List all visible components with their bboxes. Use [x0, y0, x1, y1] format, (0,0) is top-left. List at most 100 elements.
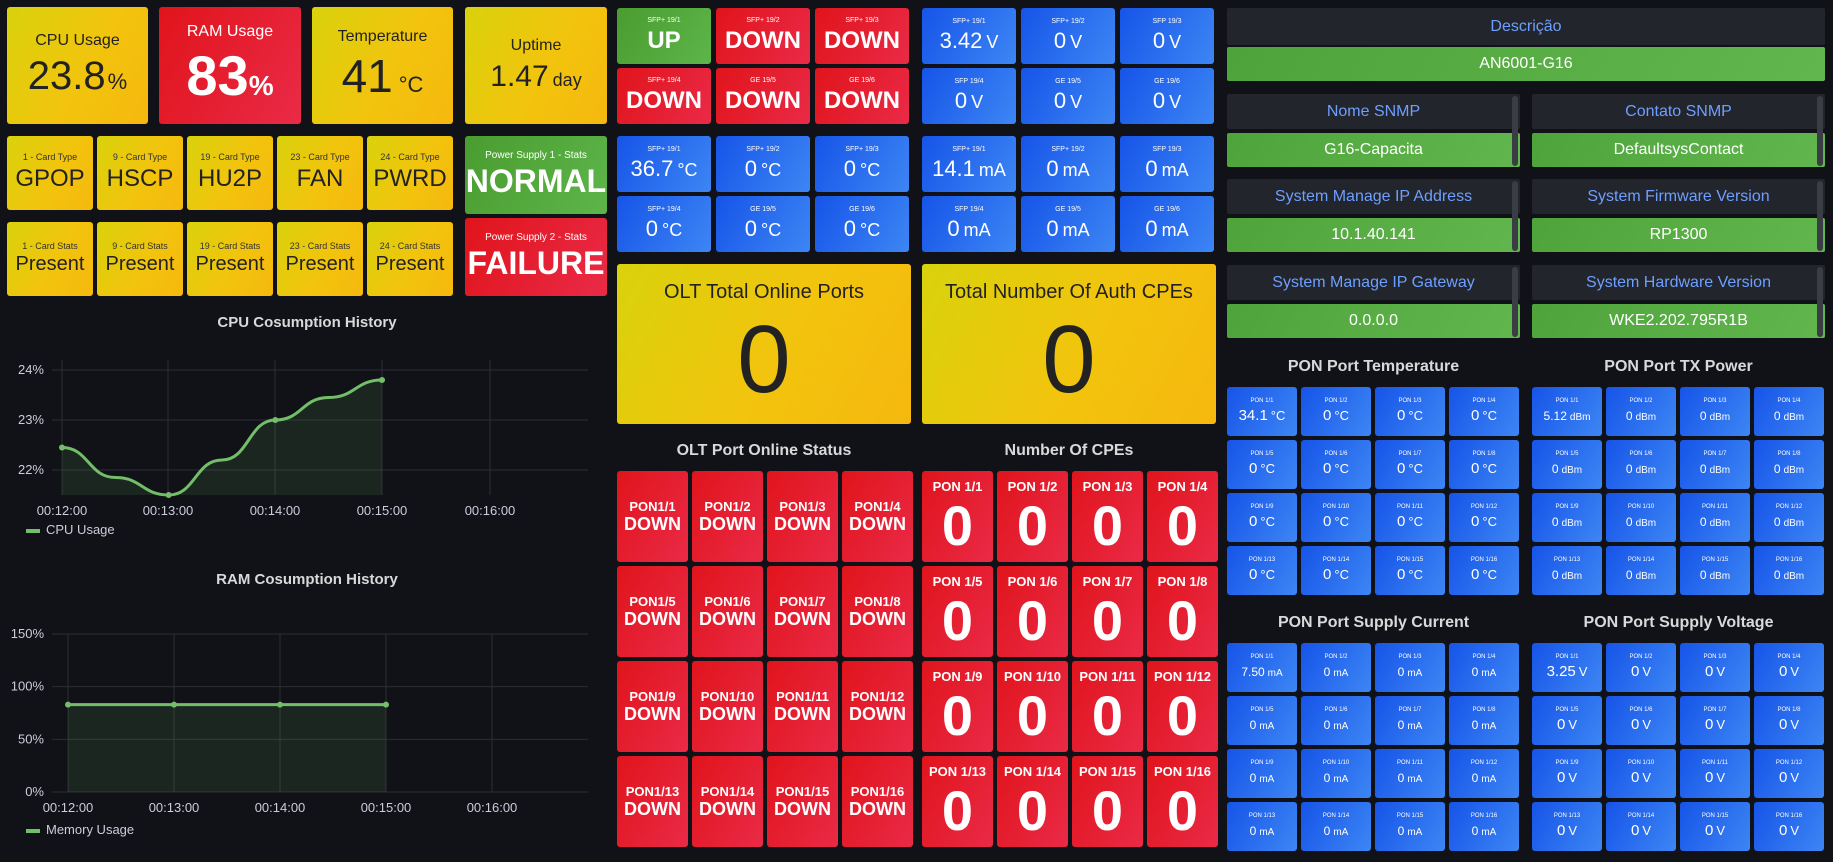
olt-port-status-tile[interactable]: PON1/8 DOWN	[842, 566, 913, 657]
pon-voltage-tile[interactable]: PON 1/11 0 V	[1680, 749, 1750, 798]
sfp-voltage-panel[interactable]: SFP+ 19/1 3.42 V	[922, 8, 1016, 64]
pon-voltage-tile[interactable]: PON 1/13 0 V	[1532, 802, 1602, 851]
pon-voltage-tile[interactable]: PON 1/2 0 V	[1606, 643, 1676, 692]
sfp-temp-panel[interactable]: SFP+ 19/2 0 °C	[716, 136, 810, 192]
power-supply-2-panel[interactable]: Power Supply 2 - Stats FAILURE	[465, 218, 607, 296]
legend-label[interactable]: Memory Usage	[46, 822, 134, 837]
olt-port-status-tile[interactable]: PON1/9 DOWN	[617, 661, 688, 752]
pon-temp-tile[interactable]: PON 1/12 0 °C	[1449, 493, 1519, 542]
cpe-count-tile[interactable]: PON 1/5 0	[922, 566, 993, 657]
pon-current-tile[interactable]: PON 1/1 7.50 mA	[1227, 643, 1297, 692]
sfp-status-panel[interactable]: SFP+ 19/1 UP	[617, 8, 711, 64]
data-point[interactable]	[383, 701, 389, 708]
pon-current-tile[interactable]: PON 1/11 0 mA	[1375, 749, 1445, 798]
pon-current-tile[interactable]: PON 1/15 0 mA	[1375, 802, 1445, 851]
cpe-count-tile[interactable]: PON 1/15 0	[1072, 756, 1143, 847]
card-stats-panel[interactable]: 19 - Card Stats Present	[187, 222, 273, 296]
snmp-contact-scrollbar[interactable]	[1817, 96, 1823, 166]
pon-temp-tile[interactable]: PON 1/1 34.1 °C	[1227, 387, 1297, 436]
sfp-temp-panel[interactable]: GE 19/6 0 °C	[815, 196, 909, 252]
pon-current-tile[interactable]: PON 1/6 0 mA	[1301, 696, 1371, 745]
olt-port-status-tile[interactable]: PON1/6 DOWN	[692, 566, 763, 657]
pon-current-tile[interactable]: PON 1/8 0 mA	[1449, 696, 1519, 745]
olt-port-status-tile[interactable]: PON1/16 DOWN	[842, 756, 913, 847]
pon-current-tile[interactable]: PON 1/2 0 mA	[1301, 643, 1371, 692]
pon-current-tile[interactable]: PON 1/14 0 mA	[1301, 802, 1371, 851]
pon-tx-tile[interactable]: PON 1/13 0 dBm	[1532, 546, 1602, 595]
legend-label[interactable]: CPU Usage	[46, 522, 115, 537]
sfp-current-panel[interactable]: SFP 19/4 0 mA	[922, 196, 1016, 252]
data-point[interactable]	[59, 444, 65, 451]
pon-tx-tile[interactable]: PON 1/12 0 dBm	[1754, 493, 1824, 542]
sfp-current-panel[interactable]: GE 19/6 0 mA	[1120, 196, 1214, 252]
cpe-count-tile[interactable]: PON 1/6 0	[997, 566, 1068, 657]
pon-voltage-tile[interactable]: PON 1/16 0 V	[1754, 802, 1824, 851]
pon-current-tile[interactable]: PON 1/5 0 mA	[1227, 696, 1297, 745]
card-stats-panel[interactable]: 24 - Card Stats Present	[367, 222, 453, 296]
pon-tx-tile[interactable]: PON 1/2 0 dBm	[1606, 387, 1676, 436]
sfp-status-panel[interactable]: SFP+ 19/2 DOWN	[716, 8, 810, 64]
snmp-name-scrollbar[interactable]	[1512, 96, 1518, 166]
pon-voltage-tile[interactable]: PON 1/9 0 V	[1532, 749, 1602, 798]
pon-temp-tile[interactable]: PON 1/5 0 °C	[1227, 440, 1297, 489]
pon-voltage-tile[interactable]: PON 1/7 0 V	[1680, 696, 1750, 745]
pon-voltage-tile[interactable]: PON 1/3 0 V	[1680, 643, 1750, 692]
cpu-chart[interactable]: 22% 23% 24% 00:12:00 00:13:00 00:14:00 00:15:0…	[0, 340, 610, 550]
pon-temp-tile[interactable]: PON 1/14 0 °C	[1301, 546, 1371, 595]
pon-voltage-tile[interactable]: PON 1/4 0 V	[1754, 643, 1824, 692]
sfp-current-panel[interactable]: SFP+ 19/2 0 mA	[1021, 136, 1115, 192]
cpe-count-tile[interactable]: PON 1/1 0	[922, 471, 993, 562]
pon-tx-tile[interactable]: PON 1/16 0 dBm	[1754, 546, 1824, 595]
mgmt-ip-scrollbar[interactable]	[1512, 181, 1518, 251]
sfp-status-panel[interactable]: SFP+ 19/4 DOWN	[617, 68, 711, 124]
ram-usage-panel[interactable]: RAM Usage 83%	[159, 7, 301, 124]
temperature-panel[interactable]: Temperature 41 °C	[312, 7, 453, 124]
sfp-temp-panel[interactable]: SFP+ 19/3 0 °C	[815, 136, 909, 192]
card-type-panel[interactable]: 1 - Card Type GPOP	[7, 136, 93, 210]
pon-tx-tile[interactable]: PON 1/11 0 dBm	[1680, 493, 1750, 542]
gateway-scrollbar[interactable]	[1512, 267, 1518, 337]
sfp-voltage-panel[interactable]: SFP 19/3 0 V	[1120, 8, 1214, 64]
pon-current-tile[interactable]: PON 1/12 0 mA	[1449, 749, 1519, 798]
card-type-panel[interactable]: 24 - Card Type PWRD	[367, 136, 453, 210]
data-point[interactable]	[379, 377, 385, 383]
olt-total-online-ports-panel[interactable]: OLT Total Online Ports 0	[617, 264, 911, 424]
pon-current-tile[interactable]: PON 1/9 0 mA	[1227, 749, 1297, 798]
pon-tx-tile[interactable]: PON 1/5 0 dBm	[1532, 440, 1602, 489]
ram-chart[interactable]: 0% 50% 100% 150% 00:12:00 00:13:00 00:14:00 00:…	[0, 600, 610, 862]
pon-temp-tile[interactable]: PON 1/6 0 °C	[1301, 440, 1371, 489]
olt-port-status-tile[interactable]: PON1/15 DOWN	[767, 756, 838, 847]
cpe-count-tile[interactable]: PON 1/4 0	[1147, 471, 1218, 562]
data-point[interactable]	[65, 701, 71, 708]
olt-port-status-tile[interactable]: PON1/13 DOWN	[617, 756, 688, 847]
sfp-status-panel[interactable]: SFP+ 19/3 DOWN	[815, 8, 909, 64]
power-supply-1-panel[interactable]: Power Supply 1 - Stats NORMAL	[465, 136, 607, 214]
pon-temp-tile[interactable]: PON 1/11 0 °C	[1375, 493, 1445, 542]
cpe-count-tile[interactable]: PON 1/16 0	[1147, 756, 1218, 847]
data-point[interactable]	[277, 701, 283, 708]
cpe-count-tile[interactable]: PON 1/11 0	[1072, 661, 1143, 752]
card-stats-panel[interactable]: 9 - Card Stats Present	[97, 222, 183, 296]
pon-tx-tile[interactable]: PON 1/6 0 dBm	[1606, 440, 1676, 489]
pon-temp-tile[interactable]: PON 1/8 0 °C	[1449, 440, 1519, 489]
data-point[interactable]	[165, 492, 172, 498]
card-type-panel[interactable]: 23 - Card Type FAN	[277, 136, 363, 210]
sfp-current-panel[interactable]: SFP+ 19/1 14.1 mA	[922, 136, 1016, 192]
firmware-scrollbar[interactable]	[1817, 181, 1823, 251]
pon-voltage-tile[interactable]: PON 1/12 0 V	[1754, 749, 1824, 798]
olt-port-status-tile[interactable]: PON1/12 DOWN	[842, 661, 913, 752]
pon-tx-tile[interactable]: PON 1/3 0 dBm	[1680, 387, 1750, 436]
card-stats-panel[interactable]: 1 - Card Stats Present	[7, 222, 93, 296]
olt-port-status-tile[interactable]: PON1/4 DOWN	[842, 471, 913, 562]
pon-temp-tile[interactable]: PON 1/15 0 °C	[1375, 546, 1445, 595]
pon-tx-tile[interactable]: PON 1/14 0 dBm	[1606, 546, 1676, 595]
pon-temp-tile[interactable]: PON 1/16 0 °C	[1449, 546, 1519, 595]
cpe-count-tile[interactable]: PON 1/13 0	[922, 756, 993, 847]
pon-temp-tile[interactable]: PON 1/2 0 °C	[1301, 387, 1371, 436]
pon-voltage-tile[interactable]: PON 1/15 0 V	[1680, 802, 1750, 851]
sfp-temp-panel[interactable]: SFP+ 19/1 36.7 °C	[617, 136, 711, 192]
olt-port-status-tile[interactable]: PON1/7 DOWN	[767, 566, 838, 657]
pon-tx-tile[interactable]: PON 1/10 0 dBm	[1606, 493, 1676, 542]
pon-current-tile[interactable]: PON 1/7 0 mA	[1375, 696, 1445, 745]
pon-tx-tile[interactable]: PON 1/9 0 dBm	[1532, 493, 1602, 542]
